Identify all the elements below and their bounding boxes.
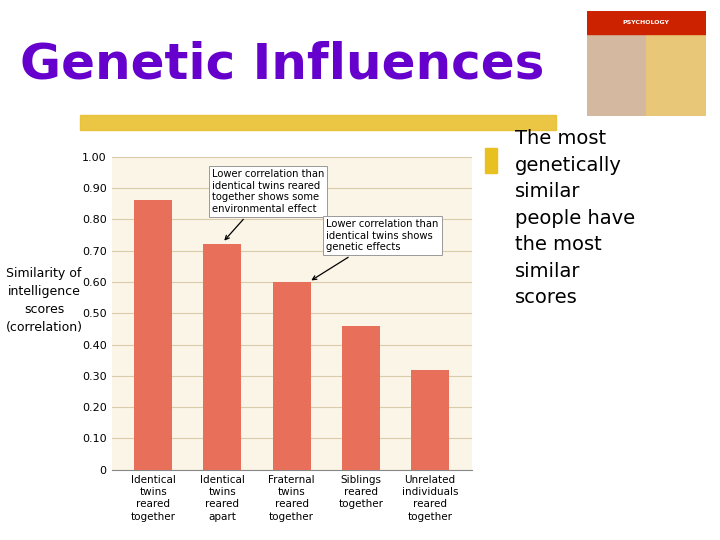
Text: Similarity of
intelligence
scores
(correlation): Similarity of intelligence scores (corre… <box>6 267 82 334</box>
Text: PSYCHOLOGY: PSYCHOLOGY <box>623 20 670 25</box>
Polygon shape <box>80 115 556 131</box>
Bar <box>647 34 706 116</box>
Bar <box>587 34 647 116</box>
Bar <box>342 326 380 470</box>
Bar <box>134 200 172 470</box>
Text: Lower correlation than
identical twins shows
genetic effects: Lower correlation than identical twins s… <box>312 219 438 280</box>
Bar <box>273 282 310 470</box>
Text: Lower correlation than
identical twins reared
together shows some
environmental : Lower correlation than identical twins r… <box>212 169 324 240</box>
Bar <box>485 148 498 173</box>
Bar <box>411 369 449 470</box>
Text: The most
genetically
similar
people have
the most
similar
scores: The most genetically similar people have… <box>515 130 635 307</box>
Bar <box>203 244 241 470</box>
Text: Genetic Influences: Genetic Influences <box>20 41 544 89</box>
Bar <box>587 11 706 34</box>
